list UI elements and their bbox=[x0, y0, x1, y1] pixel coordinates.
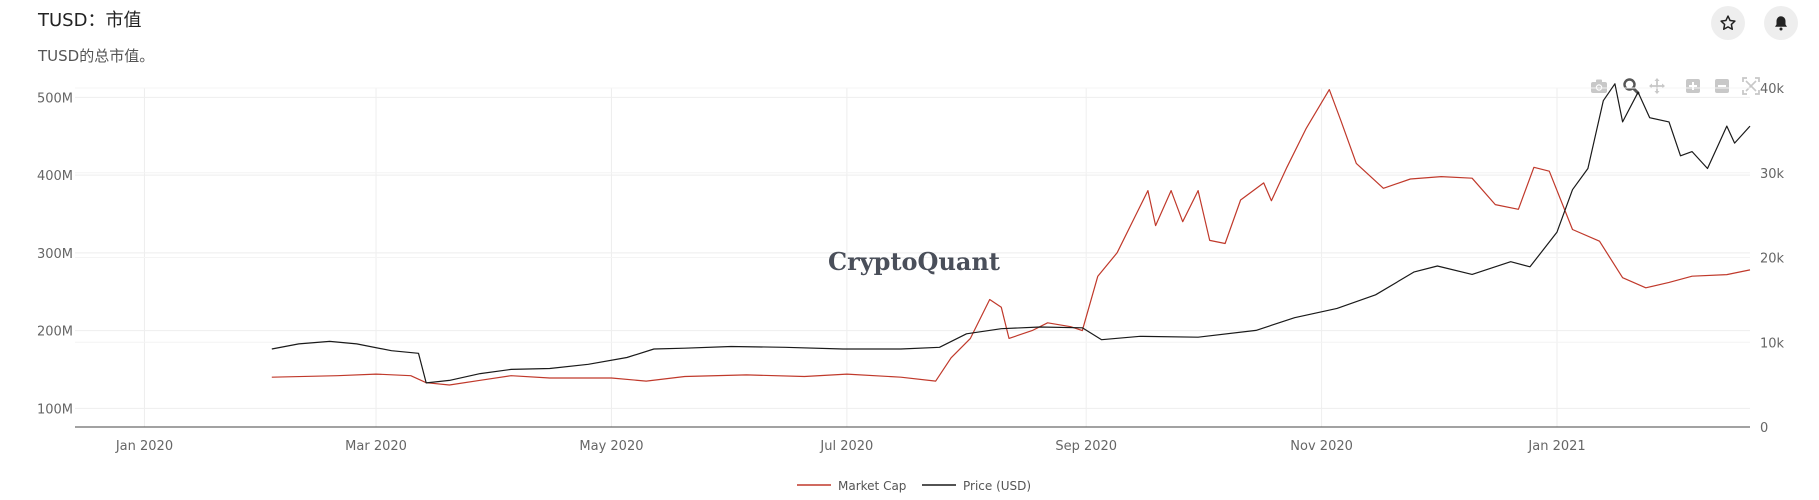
zoom-icon bbox=[1623, 78, 1640, 95]
y-right-tick-label: 40k bbox=[1760, 82, 1785, 97]
chart-card: TUSD：市值 TUSD的总市值。 bbox=[10, 0, 1809, 500]
autoscale-button[interactable] bbox=[1740, 75, 1762, 97]
x-tick-label: Nov 2020 bbox=[1290, 439, 1353, 454]
price-line bbox=[271, 83, 1751, 384]
x-tick-label: May 2020 bbox=[579, 439, 643, 454]
x-tick-label: Jul 2020 bbox=[819, 439, 873, 454]
chart-legend[interactable]: Market Cap Price (USD) bbox=[797, 479, 1031, 493]
y-left-tick-label: 100M bbox=[37, 402, 73, 417]
page-title: TUSD：市值 bbox=[38, 10, 142, 31]
x-tick-label: Jan 2020 bbox=[115, 439, 173, 454]
favorite-button[interactable] bbox=[1711, 6, 1745, 40]
x-tick-label: Jan 2021 bbox=[1527, 439, 1585, 454]
y-right-tick-label: 0 bbox=[1760, 421, 1768, 436]
y-left-tick-label: 500M bbox=[37, 91, 73, 106]
zoom-in-icon bbox=[1686, 79, 1700, 93]
y-axis-left-ticks: 100M 200M 300M 400M 500M bbox=[37, 91, 73, 417]
y-axis-right-ticks: 0 10k 20k 30k 40k bbox=[1760, 82, 1785, 436]
x-tick-label: Sep 2020 bbox=[1055, 439, 1117, 454]
y-right-tick-label: 10k bbox=[1760, 336, 1785, 351]
market-cap-line bbox=[271, 89, 1751, 386]
chart-series bbox=[271, 83, 1751, 386]
legend-item-market-cap[interactable]: Market Cap bbox=[797, 479, 906, 493]
zoom-out-button[interactable] bbox=[1711, 75, 1733, 97]
legend-label: Price (USD) bbox=[963, 479, 1031, 493]
pan-button[interactable] bbox=[1646, 75, 1668, 97]
zoom-button[interactable] bbox=[1620, 75, 1642, 97]
x-tick-label: Mar 2020 bbox=[345, 439, 407, 454]
pan-icon bbox=[1649, 78, 1665, 94]
page-subtitle: TUSD的总市值。 bbox=[38, 47, 155, 65]
star-icon bbox=[1720, 15, 1736, 30]
y-left-tick-label: 300M bbox=[37, 247, 73, 262]
watermark-logo: CryptoQuant bbox=[828, 247, 1000, 276]
zoom-in-button[interactable] bbox=[1682, 75, 1704, 97]
y-right-tick-label: 20k bbox=[1760, 252, 1785, 267]
alert-button[interactable] bbox=[1764, 6, 1798, 40]
x-axis-ticks: Jan 2020 Mar 2020 May 2020 Jul 2020 Sep 2020… bbox=[115, 439, 1586, 454]
zoom-out-icon bbox=[1715, 79, 1729, 93]
legend-item-price[interactable]: Price (USD) bbox=[922, 479, 1031, 493]
bell-icon bbox=[1775, 16, 1787, 31]
autoscale-icon bbox=[1742, 77, 1760, 95]
y-left-tick-label: 200M bbox=[37, 325, 73, 340]
y-right-tick-label: 30k bbox=[1760, 167, 1785, 182]
legend-label: Market Cap bbox=[838, 479, 906, 493]
y-left-tick-label: 400M bbox=[37, 169, 73, 184]
